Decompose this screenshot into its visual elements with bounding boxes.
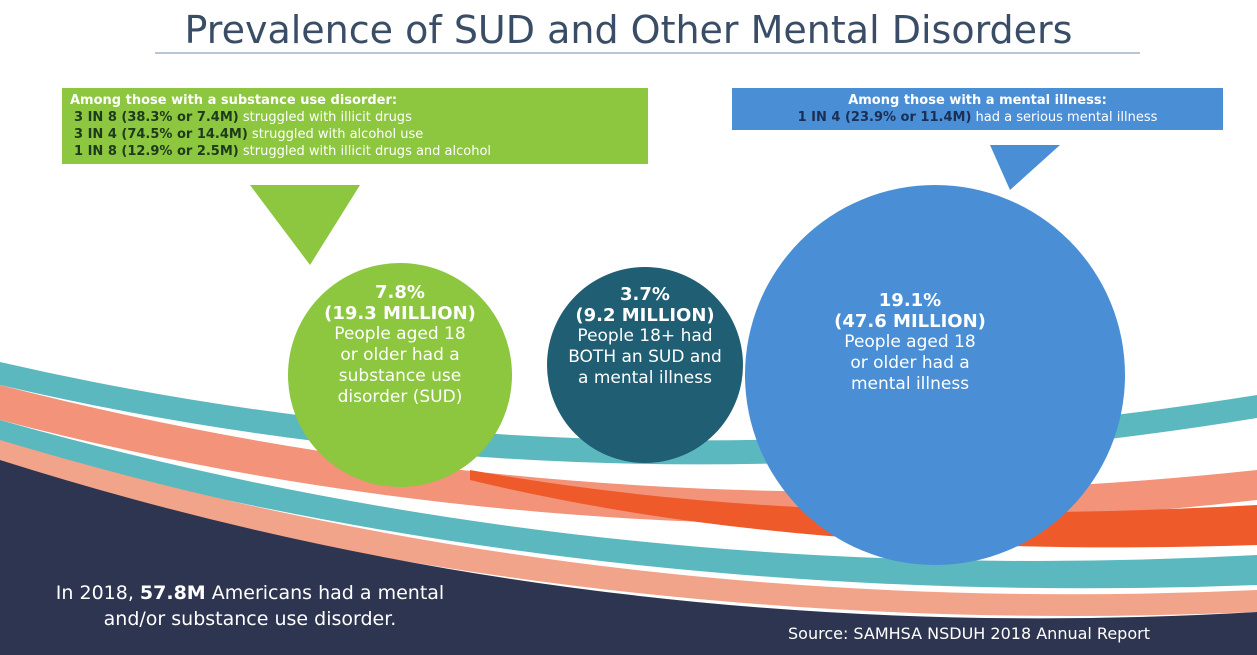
row-text: struggled with alcohol use <box>252 127 423 142</box>
desc-line: or older had a <box>300 345 500 366</box>
callout-heading: Among those with a mental illness: <box>740 92 1215 109</box>
footer-prefix: In 2018, <box>56 582 134 604</box>
row-text: had a serious mental illness <box>976 110 1158 125</box>
footer: In 2018, 57.8M Americans had a mental an… <box>30 580 470 632</box>
source: Source: SAMHSA NSDUH 2018 Annual Report <box>788 624 1150 643</box>
desc-line: or older had a <box>810 353 1010 374</box>
footer-rest: Americans had a mental <box>212 582 444 604</box>
circle-both-text: 3.7% (9.2 MILLION) People 18+ had BOTH a… <box>550 284 740 389</box>
percent: 3.7% <box>550 284 740 305</box>
row-bold: 1 IN 8 (12.9% or 2.5M) <box>74 144 239 159</box>
desc-line: People aged 18 <box>810 332 1010 353</box>
circle-mi-text: 19.1% (47.6 MILLION) People aged 18 or o… <box>810 290 1010 395</box>
row-bold: 1 IN 4 (23.9% or 11.4M) <box>798 110 972 125</box>
desc-line: BOTH an SUD and <box>550 347 740 368</box>
percent: 7.8% <box>300 282 500 303</box>
footer-line: In 2018, 57.8M Americans had a mental <box>30 580 470 606</box>
millions: (9.2 MILLION) <box>550 305 740 326</box>
millions: (19.3 MILLION) <box>300 303 500 324</box>
callout-row: 1 IN 4 (23.9% or 11.4M) had a serious me… <box>740 109 1215 126</box>
title: Prevalence of SUD and Other Mental Disor… <box>0 8 1257 52</box>
row-text: struggled with illicit drugs and alcohol <box>243 144 491 159</box>
page: {"header":{"title":"Prevalence of SUD an… <box>0 0 1257 655</box>
footer-line: and/or substance use disorder. <box>30 606 470 632</box>
desc-line: disorder (SUD) <box>300 387 500 408</box>
sud-callout: Among those with a substance use disorde… <box>62 88 648 164</box>
callout-row: 3 IN 8 (38.3% or 7.4M) struggled with il… <box>70 109 640 126</box>
desc-line: a mental illness <box>550 368 740 389</box>
desc-line: substance use <box>300 366 500 387</box>
callout-row: 3 IN 4 (74.5% or 14.4M) struggled with a… <box>70 126 640 143</box>
footer-bold: 57.8M <box>140 582 206 604</box>
millions: (47.6 MILLION) <box>810 311 1010 332</box>
callout-row: 1 IN 8 (12.9% or 2.5M) struggled with il… <box>70 143 640 160</box>
desc-line: People aged 18 <box>300 324 500 345</box>
percent: 19.1% <box>810 290 1010 311</box>
desc-line: mental illness <box>810 374 1010 395</box>
row-bold: 3 IN 8 (38.3% or 7.4M) <box>74 110 239 125</box>
circle-sud-text: 7.8% (19.3 MILLION) People aged 18 or ol… <box>300 282 500 408</box>
mi-callout: Among those with a mental illness: 1 IN … <box>732 88 1223 130</box>
row-text: struggled with illicit drugs <box>243 110 412 125</box>
desc-line: People 18+ had <box>550 326 740 347</box>
callout-heading: Among those with a substance use disorde… <box>70 92 640 109</box>
callout-tail-blue <box>990 145 1060 190</box>
callout-tail-green <box>250 185 360 265</box>
row-bold: 3 IN 4 (74.5% or 14.4M) <box>74 127 248 142</box>
